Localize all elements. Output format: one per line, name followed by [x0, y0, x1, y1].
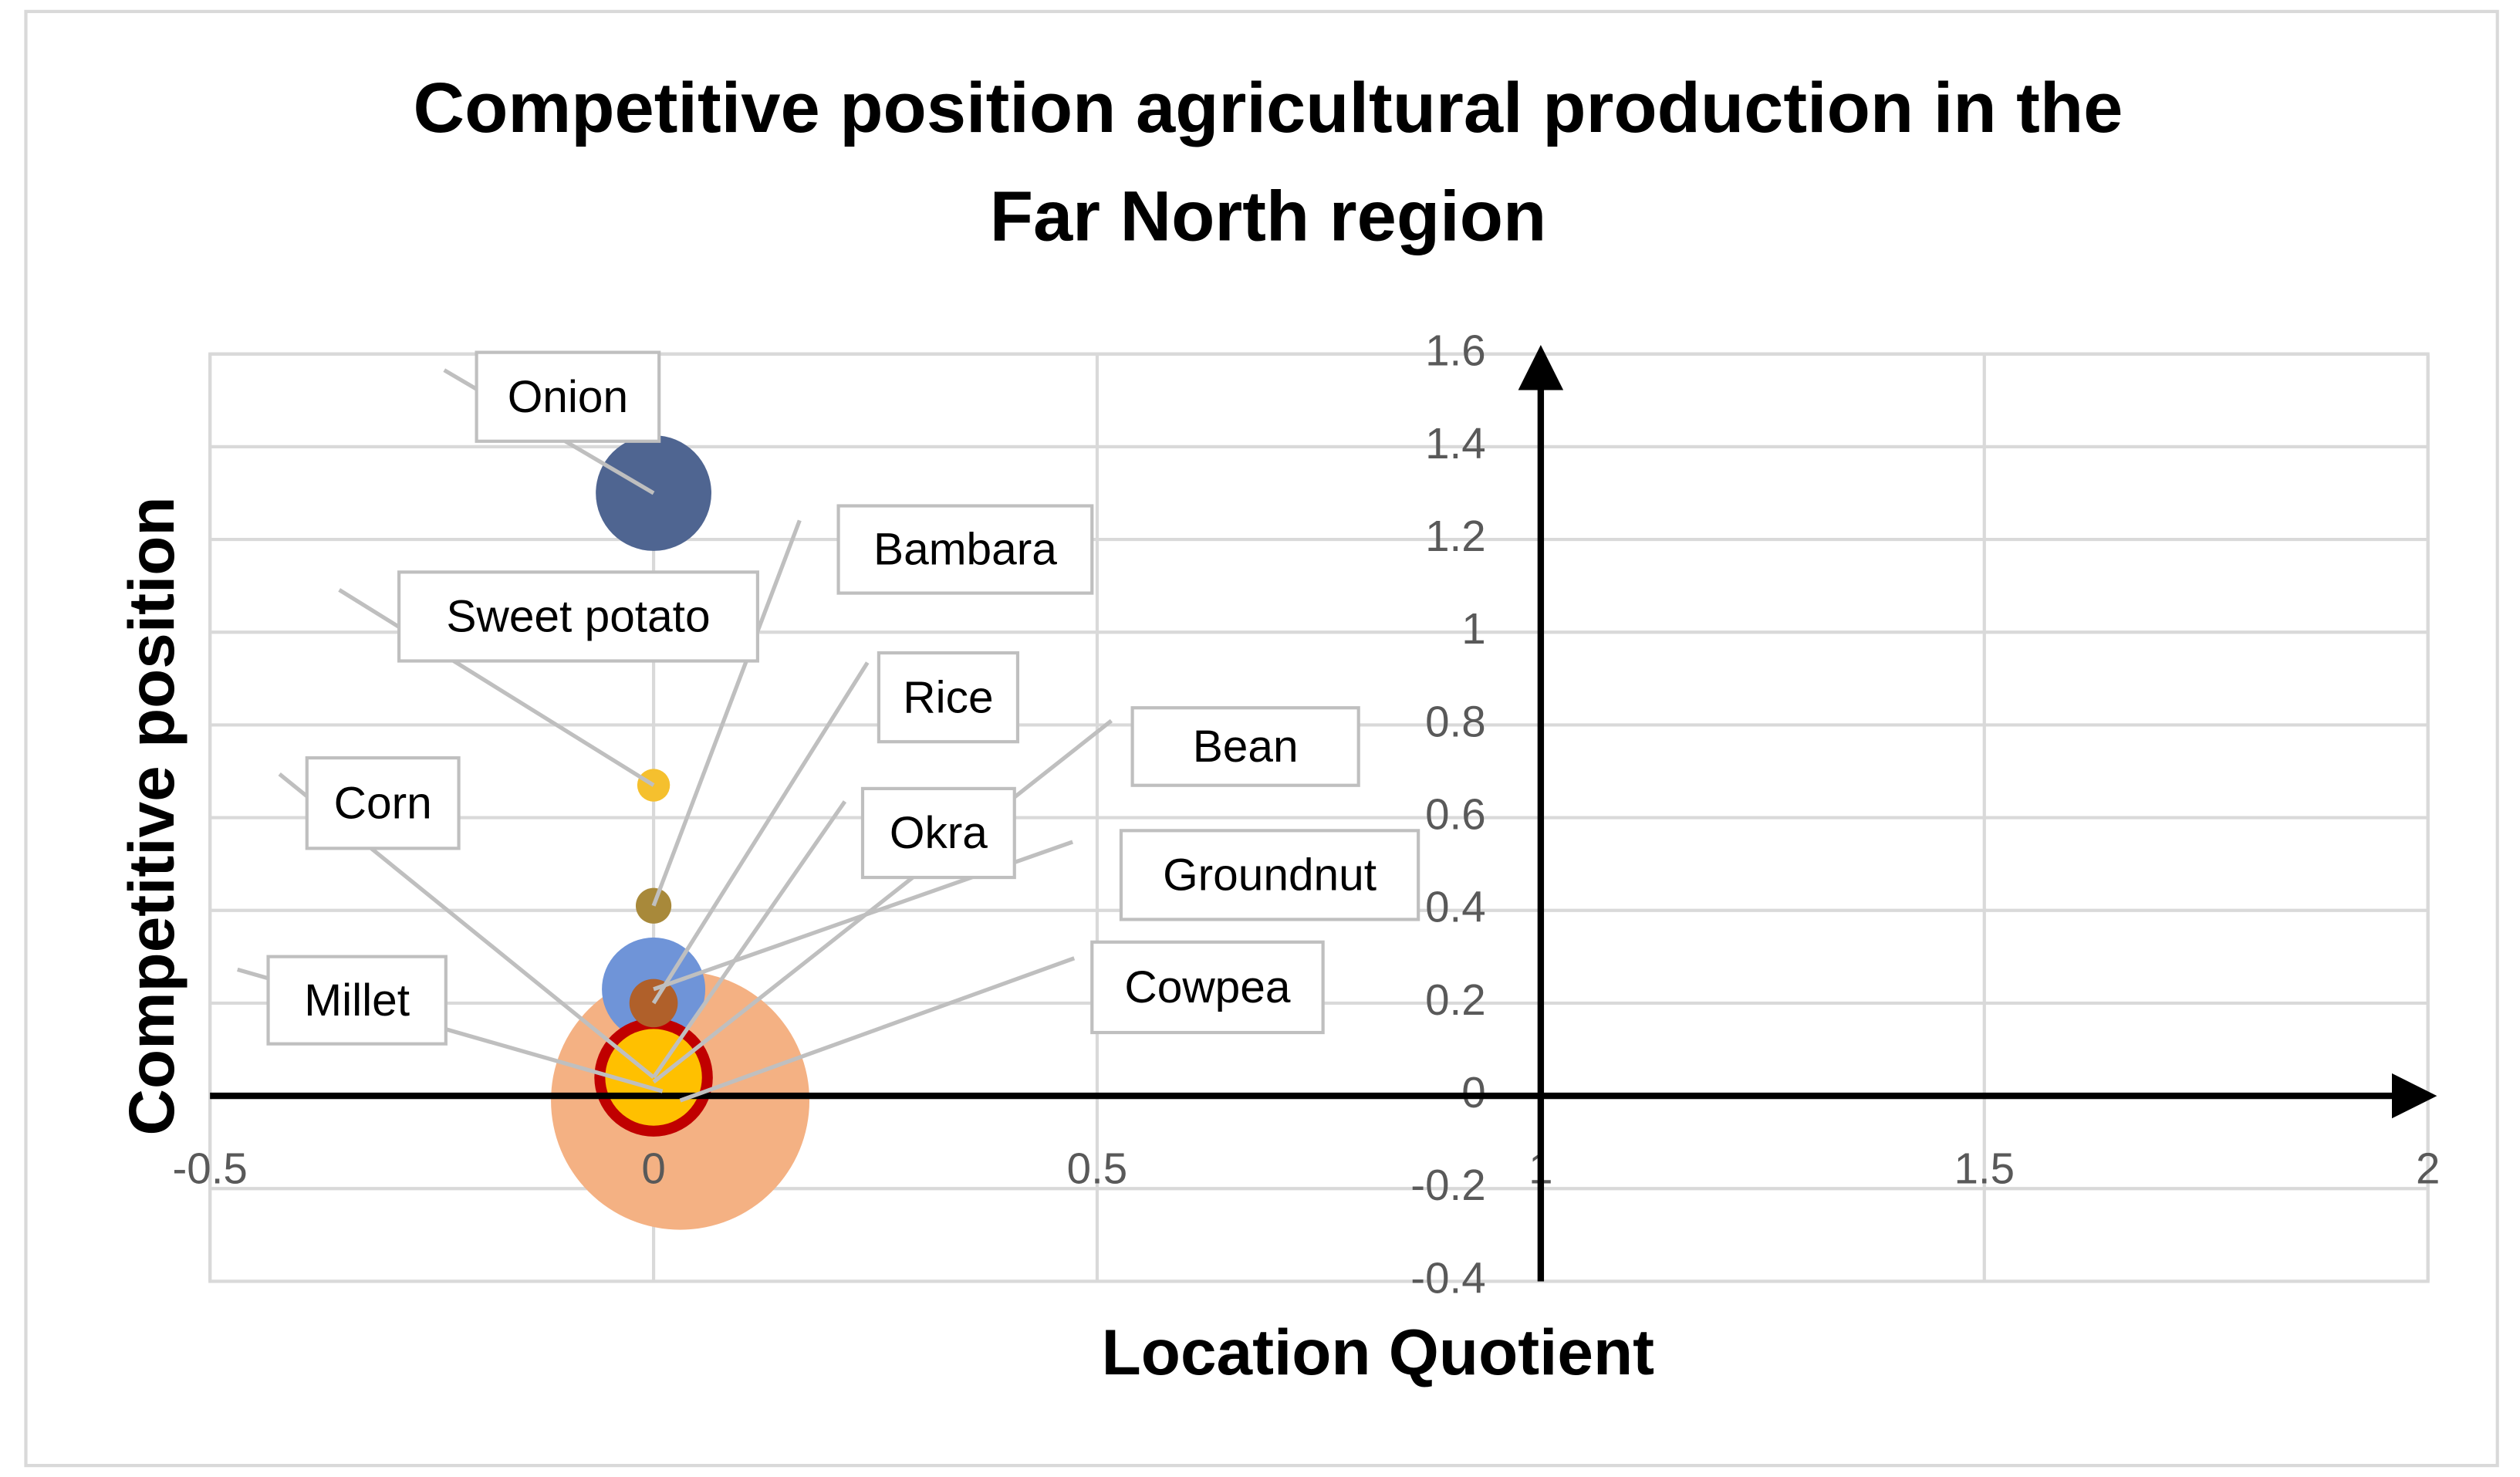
y-tick-label: 1.6	[1425, 326, 1486, 375]
y-tick-label: 0.6	[1425, 790, 1486, 839]
y-tick-label: 1	[1461, 604, 1485, 653]
leader-line	[651, 519, 802, 907]
chart-title: Competitive position agricultural produc…	[414, 68, 2123, 147]
label-box	[266, 955, 448, 1046]
data-label: Bean	[1193, 722, 1299, 772]
x-axis-title: Location Quotient	[1102, 1316, 1654, 1388]
x-tick-label: 2	[2416, 1144, 2440, 1192]
data-label: Rice	[903, 672, 993, 722]
y-axis-title: Competitive position	[115, 496, 187, 1135]
y-tick-label: 1.2	[1425, 512, 1486, 560]
bubble	[635, 887, 672, 924]
y-tick-label: 0	[1461, 1068, 1485, 1117]
data-label: Okra	[890, 808, 988, 858]
label-box	[1119, 829, 1420, 921]
data-label: Sweet potato	[446, 592, 710, 642]
label-box	[860, 786, 1016, 880]
label-box	[1130, 706, 1360, 787]
data-label: Corn	[334, 778, 432, 828]
y-tick-label: 1.4	[1425, 419, 1486, 468]
leader-line	[338, 588, 655, 787]
x-tick-label: 0	[641, 1144, 665, 1192]
data-label: Bambara	[873, 525, 1057, 575]
y-tick-label: 0.8	[1425, 697, 1486, 745]
leader-line	[651, 661, 870, 1005]
data-label: Millet	[304, 975, 410, 1026]
chart-title: Far North region	[990, 176, 1547, 255]
y-tick-label: -0.4	[1410, 1253, 1485, 1302]
leader-line	[651, 800, 847, 1079]
x-tick-label: 0.5	[1067, 1144, 1128, 1192]
x-tick-label: 1.5	[1954, 1144, 2015, 1192]
y-tick-label: 0.4	[1425, 883, 1486, 931]
label-box	[475, 350, 661, 443]
y-tick-label: -0.2	[1410, 1161, 1485, 1209]
label-box	[397, 570, 759, 663]
data-label: Groundnut	[1163, 850, 1377, 901]
leader-line	[679, 956, 1076, 1103]
label-box	[305, 756, 461, 850]
label-box	[1090, 940, 1325, 1035]
data-label: Onion	[508, 372, 628, 422]
label-box	[877, 651, 1020, 744]
y-tick-label: 0.2	[1425, 975, 1486, 1024]
leader-line	[652, 718, 1113, 1084]
x-tick-label: -0.5	[172, 1144, 247, 1192]
data-label: Cowpea	[1124, 962, 1290, 1012]
label-box	[836, 504, 1094, 595]
data-labels: Cowpea Groundnut Okra Bean Millet Corn Rice Bam…	[237, 350, 1420, 1103]
axes: -0.500.511.52-0.4-0.200.20.40.60.811.21.…	[172, 326, 2440, 1303]
